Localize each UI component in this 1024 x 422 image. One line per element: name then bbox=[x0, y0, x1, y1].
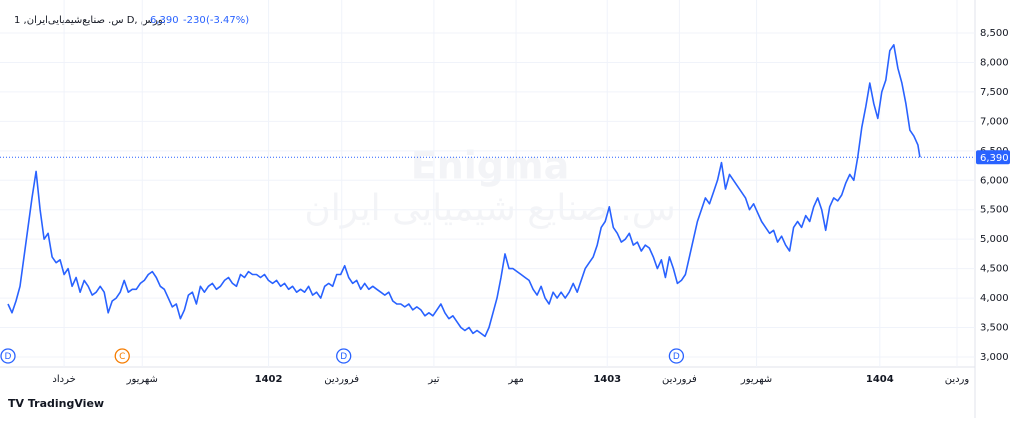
y-tick-label: 3,500 bbox=[980, 323, 1009, 334]
y-tick-label: 8,000 bbox=[980, 57, 1009, 68]
x-tick-label: تیر bbox=[427, 374, 440, 385]
y-tick-label: 7,000 bbox=[980, 116, 1009, 127]
last-price-box bbox=[976, 150, 1010, 165]
plot: 3,0003,5004,0004,5005,0005,5006,0006,500… bbox=[0, 0, 1010, 385]
last-price: 6,390 bbox=[150, 15, 179, 26]
x-tick-label: شهریور bbox=[740, 374, 772, 385]
y-tick-label: 7,500 bbox=[980, 87, 1009, 98]
event-marker bbox=[0, 348, 16, 364]
event-label: D bbox=[5, 352, 12, 362]
x-tick-label: خرداد bbox=[52, 374, 75, 385]
y-tick-label: 5,500 bbox=[980, 205, 1009, 216]
event-marker bbox=[114, 348, 130, 364]
x-tick-label: مهر bbox=[507, 374, 523, 385]
x-tick-label: شهریور bbox=[126, 374, 158, 385]
last-price-label: 6,390 bbox=[980, 153, 1009, 164]
watermark: Enigma bbox=[411, 144, 569, 188]
watermark-sub: س. صنایع شیمیایی ایران bbox=[304, 188, 675, 229]
symbol-title: 1 ,س. صنایع‌شیمیایی‌ایران D, بورس bbox=[14, 15, 166, 26]
x-tick-label: 1402 bbox=[255, 374, 283, 385]
event-label: C bbox=[119, 352, 125, 362]
y-tick-label: 4,000 bbox=[980, 293, 1009, 304]
x-tick-label: 1404 bbox=[866, 374, 894, 385]
change-percent: (-3.47%) bbox=[206, 15, 249, 26]
y-tick-label: 3,000 bbox=[980, 352, 1009, 363]
change: -230 bbox=[183, 15, 206, 26]
x-tick-label: فروردین bbox=[662, 374, 697, 385]
y-tick-label: 4,500 bbox=[980, 264, 1009, 275]
y-tick-label: 8,500 bbox=[980, 28, 1009, 39]
brand-text: TradingView bbox=[28, 397, 104, 410]
price-line bbox=[7, 44, 921, 338]
brand: 𝗧𝗩 TradingView bbox=[8, 397, 104, 410]
y-tick-label: 5,000 bbox=[980, 234, 1009, 245]
x-tick-label: فروردین bbox=[324, 374, 359, 385]
x-tick-label: وردین bbox=[945, 374, 970, 385]
event-label: D bbox=[673, 352, 680, 362]
event-label: D bbox=[340, 352, 347, 362]
x-tick-label: 1403 bbox=[593, 374, 621, 385]
event-marker bbox=[336, 348, 352, 364]
event-marker bbox=[668, 348, 685, 364]
y-tick-label: 6,000 bbox=[980, 175, 1009, 186]
